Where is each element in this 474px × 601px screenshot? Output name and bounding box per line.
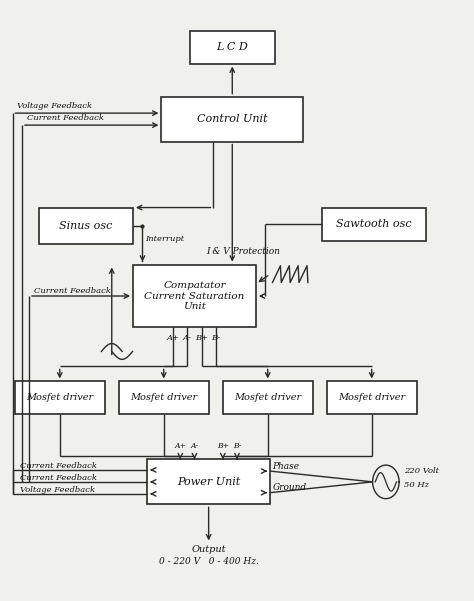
Bar [15, 382, 105, 415]
Bar [147, 459, 270, 504]
Text: Ground: Ground [273, 483, 307, 492]
Bar [119, 382, 209, 415]
Text: Control Unit: Control Unit [197, 114, 267, 124]
Text: A-: A- [183, 334, 192, 343]
Text: Current Feedback: Current Feedback [27, 114, 104, 122]
Text: Output: Output [191, 545, 226, 554]
Text: Current Feedback: Current Feedback [19, 462, 97, 471]
Bar [190, 31, 275, 64]
Text: I & V Protection: I & V Protection [206, 247, 280, 256]
Text: B+: B+ [195, 334, 208, 343]
Text: Sinus osc: Sinus osc [59, 221, 112, 231]
Text: Voltage Feedback: Voltage Feedback [17, 102, 92, 110]
Text: L C D: L C D [217, 42, 248, 52]
Text: Mosfet driver: Mosfet driver [338, 394, 405, 403]
Text: B-: B- [233, 442, 241, 450]
Text: A+: A+ [174, 442, 186, 450]
Text: 220 Volt: 220 Volt [404, 467, 439, 475]
Text: Current Feedback: Current Feedback [19, 474, 97, 482]
Text: Power Unit: Power Unit [177, 477, 240, 487]
Bar [161, 97, 303, 142]
Text: Phase: Phase [273, 462, 300, 471]
Bar [133, 264, 256, 328]
Text: B+: B+ [217, 442, 229, 450]
Text: Mosfet driver: Mosfet driver [130, 394, 197, 403]
Text: 50 Hz: 50 Hz [404, 481, 429, 489]
Bar [38, 207, 133, 243]
Text: A-: A- [191, 442, 199, 450]
Text: Sawtooth osc: Sawtooth osc [336, 219, 412, 229]
Text: Interrupt: Interrupt [145, 235, 184, 243]
Bar [322, 207, 426, 240]
Text: Mosfet driver: Mosfet driver [26, 394, 93, 403]
Text: Current Feedback: Current Feedback [34, 287, 111, 295]
Text: Voltage Feedback: Voltage Feedback [19, 486, 95, 494]
Text: A+: A+ [167, 334, 180, 343]
Text: 0 - 220 V   0 - 400 Hz.: 0 - 220 V 0 - 400 Hz. [159, 557, 259, 566]
Text: Compatator
Current Saturation
Unit: Compatator Current Saturation Unit [145, 281, 245, 311]
Text: Mosfet driver: Mosfet driver [234, 394, 301, 403]
Bar [327, 382, 417, 415]
Text: B-: B- [211, 334, 220, 343]
Bar [223, 382, 313, 415]
